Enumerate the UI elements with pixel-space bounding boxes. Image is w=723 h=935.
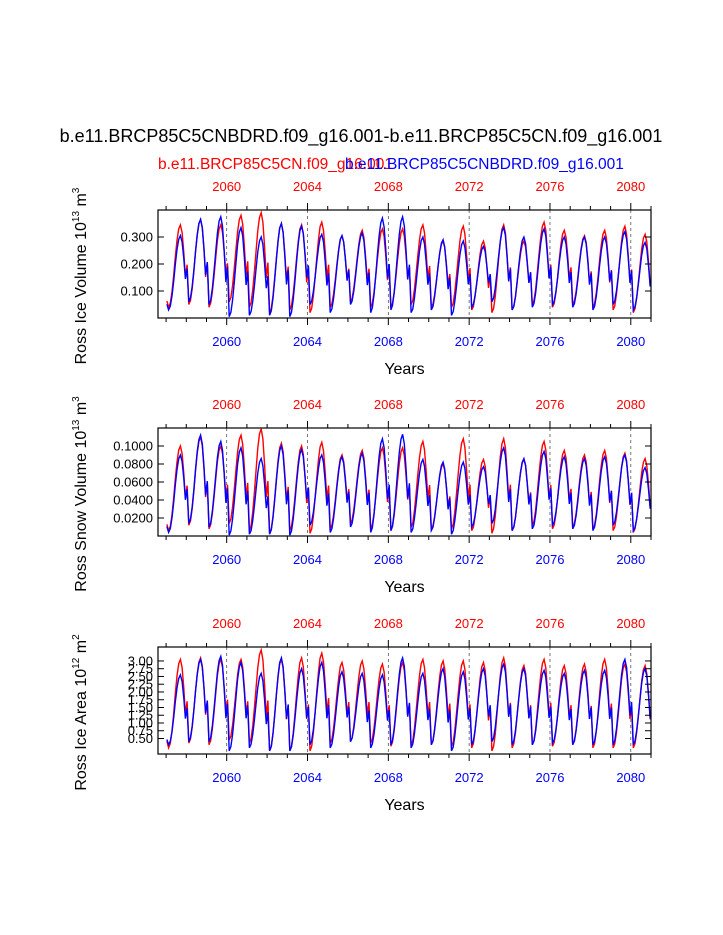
- x-axis-label: Years: [384, 579, 424, 596]
- y-label-exp: 13: [71, 419, 82, 431]
- x-tick-label-bottom: 2060: [212, 552, 241, 567]
- y-tick-label: 2.00: [128, 684, 153, 699]
- x-tick-label-bottom: 2064: [293, 770, 322, 785]
- x-tick-label-top: 2076: [536, 616, 565, 631]
- x-axis-label: Years: [384, 797, 424, 814]
- x-axis-label: Years: [384, 361, 424, 378]
- y-tick-label: 1.25: [128, 708, 153, 723]
- x-tick-label-bottom: 2060: [212, 334, 241, 349]
- x-tick-label-top: 2068: [374, 179, 403, 194]
- x-tick-label-top: 2068: [374, 616, 403, 631]
- y-tick-label: 2.75: [128, 661, 153, 676]
- x-tick-label-top: 2080: [616, 616, 645, 631]
- y-tick-label: 0.0200: [113, 511, 153, 526]
- x-tick-label-top: 2060: [212, 397, 241, 412]
- y-tick-label: 0.200: [120, 257, 153, 272]
- x-tick-label-top: 2072: [455, 616, 484, 631]
- x-tick-label-bottom: 2080: [616, 552, 645, 567]
- ice-area-panel: 0.500.751.001.251.501.752.002.252.502.75…: [71, 616, 652, 814]
- x-tick-label-bottom: 2064: [293, 552, 322, 567]
- figure-title: b.e11.BRCP85C5CNBDRD.f09_g16.001-b.e11.B…: [60, 126, 663, 147]
- y-tick-label: 0.0400: [113, 493, 153, 508]
- x-tick-label-bottom: 2072: [455, 770, 484, 785]
- x-tick-label-top: 2072: [455, 179, 484, 194]
- y-tick-label: 1.75: [128, 692, 153, 707]
- x-tick-label-bottom: 2080: [616, 334, 645, 349]
- x-tick-label-top: 2064: [293, 397, 322, 412]
- y-label-unit: m: [73, 402, 90, 420]
- series-line-blue: [166, 653, 651, 752]
- x-tick-label-top: 2064: [293, 616, 322, 631]
- y-tick-label: 0.0600: [113, 475, 153, 490]
- legend-red-label: b.e11.BRCP85C5CN.f09_g16.001: [158, 156, 393, 173]
- y-axis-label: Ross Ice Area 1012 m2: [71, 634, 90, 791]
- y-tick-label: 3.00: [128, 653, 153, 668]
- y-axis-label: Ross Ice Volume 1013 m3: [71, 187, 90, 364]
- series-line-blue: [166, 214, 651, 317]
- y-label-unit-exp: 3: [71, 396, 82, 402]
- plot-frame: [157, 646, 652, 755]
- x-tick-label-bottom: 2068: [374, 334, 403, 349]
- x-tick-label-bottom: 2076: [536, 770, 565, 785]
- x-tick-label-bottom: 2072: [455, 552, 484, 567]
- x-tick-label-top: 2060: [212, 616, 241, 631]
- y-label-text: Ross Ice Area 10: [73, 669, 90, 791]
- y-label-unit: m: [73, 640, 90, 658]
- x-tick-label-top: 2076: [536, 179, 565, 194]
- x-tick-label-bottom: 2060: [212, 770, 241, 785]
- x-tick-label-bottom: 2064: [293, 334, 322, 349]
- x-tick-label-top: 2068: [374, 397, 403, 412]
- y-axis-label: Ross Snow Volume 1013 m3: [71, 396, 90, 592]
- y-tick-label: 0.100: [120, 284, 153, 299]
- ice-volume-panel: 0.100 0.200 0.300 2060 2060 2064 2064 2068 2068 2…: [71, 179, 652, 378]
- y-label-text: Ross Ice Volume 10: [73, 222, 90, 364]
- snow-volume-panel: 0.0200 0.0400 0.0600 0.0800 0.1000 2060 2060 20…: [71, 396, 652, 596]
- y-tick-label: 0.50: [128, 731, 153, 746]
- x-tick-label-bottom: 2076: [536, 552, 565, 567]
- x-tick-label-bottom: 2068: [374, 770, 403, 785]
- y-tick-label: 0.1000: [113, 439, 153, 454]
- x-tick-label-top: 2080: [616, 397, 645, 412]
- y-label-unit-exp: 3: [71, 187, 82, 193]
- y-tick-label: 0.0800: [113, 457, 153, 472]
- series-line-red: [166, 428, 651, 534]
- y-tick-label: 1.50: [128, 700, 153, 715]
- y-label-exp: 13: [71, 211, 82, 223]
- y-label-exp: 12: [71, 657, 82, 669]
- x-tick-label-top: 2064: [293, 179, 322, 194]
- x-tick-label-top: 2072: [455, 397, 484, 412]
- x-tick-label-bottom: 2080: [616, 770, 645, 785]
- series-line-blue: [166, 432, 651, 536]
- y-label-text: Ross Snow Volume 10: [73, 431, 90, 592]
- legend-blue-label: b.e11.BRCP85C5CNBDRD.f09_g16.001: [345, 156, 624, 173]
- y-tick-label: 0.75: [128, 723, 153, 738]
- y-tick-label: 1.00: [128, 715, 153, 730]
- y-label-unit: m: [73, 193, 90, 211]
- y-label-unit-exp: 2: [71, 634, 82, 640]
- y-tick-label: 2.25: [128, 677, 153, 692]
- series-line-red: [166, 210, 651, 313]
- x-tick-label-bottom: 2072: [455, 334, 484, 349]
- y-tick-label: 2.50: [128, 669, 153, 684]
- x-tick-label-top: 2076: [536, 397, 565, 412]
- x-tick-label-bottom: 2068: [374, 552, 403, 567]
- x-tick-label-top: 2060: [212, 179, 241, 194]
- x-tick-label-top: 2080: [616, 179, 645, 194]
- x-tick-label-bottom: 2076: [536, 334, 565, 349]
- y-tick-label: 0.300: [120, 230, 153, 245]
